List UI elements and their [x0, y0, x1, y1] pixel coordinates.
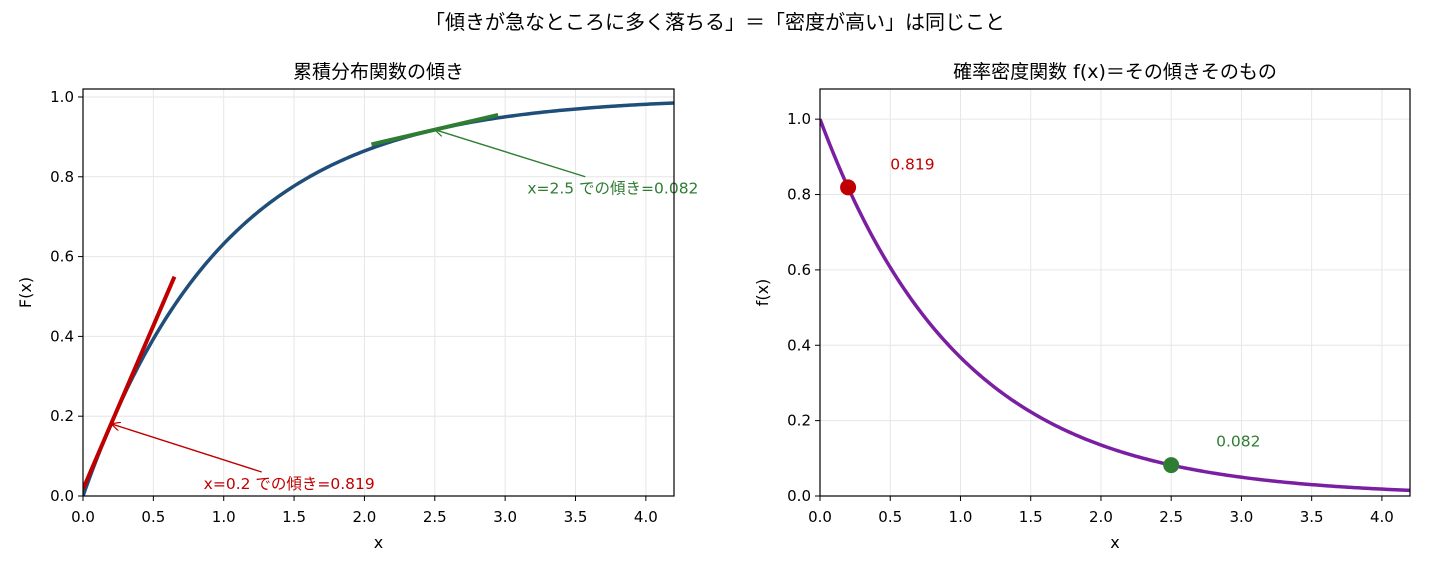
annotation-arrow-green — [435, 130, 586, 178]
x-tick-label: 1.0 — [212, 508, 236, 526]
y-tick-label: 0.8 — [787, 186, 811, 204]
figure-title: 「傾きが急なところに多く落ちる」＝「密度が高い」は同じこと — [425, 10, 1005, 34]
annotation-label-red: x=0.2 での傾き=0.819 — [204, 475, 375, 493]
x-tick-label: 2.0 — [352, 508, 376, 526]
x-tick-label: 2.5 — [423, 508, 447, 526]
x-tick-label: 2.0 — [1089, 508, 1113, 526]
pdf-curve — [820, 118, 1410, 493]
tangent-line-red — [83, 275, 177, 490]
y-tick-label: 0.2 — [50, 407, 74, 425]
y-tick-label: 1.0 — [50, 88, 74, 106]
x-tick-label: 3.0 — [1229, 508, 1253, 526]
ticks: 0.0 0.5 1.0 1.5 2.0 2.5 3.0 3.5 4.0 0.0 0.2 0.4 0.6 0… — [50, 88, 658, 526]
plot-area — [83, 101, 674, 496]
subplot-title: 累積分布関数の傾き — [293, 61, 464, 83]
x-tick-label: 0.0 — [808, 508, 832, 526]
x-tick-label: 4.0 — [1370, 508, 1394, 526]
x-tick-label: 0.5 — [878, 508, 902, 526]
x-axis-label: x — [374, 533, 383, 552]
plot-frame — [82, 88, 675, 497]
marker-point-green — [1163, 457, 1180, 474]
y-tick-label: 0.2 — [787, 412, 811, 430]
x-tick-label: 1.0 — [949, 508, 973, 526]
x-tick-label: 4.0 — [634, 508, 658, 526]
subplot-title: 確率密度関数 f(x)＝その傾きそのもの — [953, 61, 1277, 83]
y-axis-label: f(x) — [753, 279, 772, 307]
plot-frame — [819, 88, 1411, 497]
y-tick-label: 1.0 — [787, 110, 811, 128]
x-tick-label: 3.5 — [564, 508, 588, 526]
y-tick-label: 0.4 — [787, 336, 811, 354]
y-tick-label: 0.8 — [50, 168, 74, 186]
x-axis-label: x — [1110, 533, 1119, 552]
marker-point-red — [840, 179, 857, 196]
x-tick-label: 2.5 — [1159, 508, 1183, 526]
ticks: 0.0 0.5 1.0 1.5 2.0 2.5 3.0 3.5 4.0 0.0 0.2 0.4 0.6 0… — [787, 110, 1394, 526]
x-tick-label: 1.5 — [1019, 508, 1043, 526]
y-axis-label: F(x) — [16, 277, 35, 308]
x-tick-label: 3.5 — [1300, 508, 1324, 526]
x-tick-label: 0.5 — [141, 508, 165, 526]
point-value-label-red: 0.819 — [890, 155, 934, 173]
annotation-arrow-red — [111, 424, 262, 473]
y-tick-label: 0.4 — [50, 327, 74, 345]
pdf-panel: 0.0 0.5 1.0 1.5 2.0 2.5 3.0 3.5 4.0 0.0 0.2 0.4 0.6 0… — [753, 61, 1411, 552]
cdf-curve — [83, 101, 674, 496]
cdf-panel: 0.0 0.5 1.0 1.5 2.0 2.5 3.0 3.5 4.0 0.0 0.2 0.4 0.6 0… — [16, 61, 698, 552]
y-tick-label: 0.6 — [787, 261, 811, 279]
x-tick-label: 1.5 — [282, 508, 306, 526]
grid — [82, 89, 674, 497]
x-tick-label: 3.0 — [493, 508, 517, 526]
plot-area — [820, 118, 1410, 493]
annotation-label-green: x=2.5 での傾き=0.082 — [527, 180, 698, 198]
x-tick-label: 0.0 — [71, 508, 95, 526]
y-tick-label: 0.6 — [50, 248, 74, 266]
point-value-label-green: 0.082 — [1216, 432, 1260, 450]
y-tick-label: 0.0 — [787, 487, 811, 505]
y-tick-label: 0.0 — [50, 487, 74, 505]
